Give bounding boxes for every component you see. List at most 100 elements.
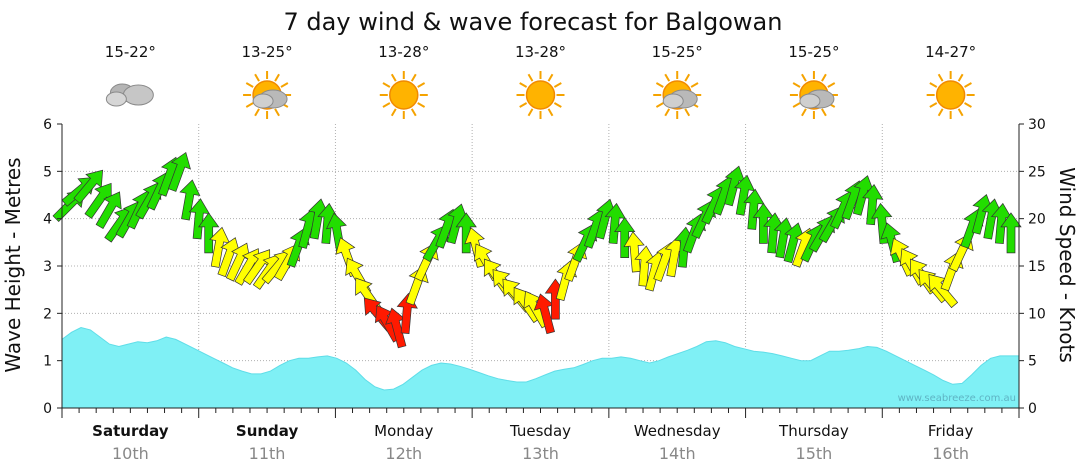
- sun-icon: [379, 71, 428, 119]
- wind-arrow-shape: [198, 212, 220, 254]
- wind-arrow-shape: [623, 231, 645, 273]
- sun-ray: [801, 108, 807, 117]
- date-label: 11th: [249, 444, 286, 463]
- cloud-part: [105, 91, 127, 107]
- sun-icon: [516, 71, 565, 119]
- sun-ray: [821, 73, 827, 82]
- wind-arrow-shape: [95, 191, 122, 229]
- cloudy-icon: [105, 83, 154, 107]
- y-tick-label-left: 6: [43, 117, 52, 133]
- sun-cloud-icon: [789, 71, 838, 119]
- day-label: Thursday: [778, 422, 849, 440]
- wind-arrow: [614, 216, 636, 258]
- y-tick-label-left: 0: [43, 401, 52, 417]
- wind-arrow: [455, 212, 477, 254]
- sun-ray: [417, 82, 426, 88]
- sun-ray: [245, 82, 254, 88]
- y-tick-label-left: 1: [43, 354, 52, 370]
- sun-ray: [937, 108, 944, 117]
- y-tick-label-right: 30: [1028, 117, 1046, 133]
- sun-ray: [964, 82, 972, 88]
- y-tick-label-left: 4: [43, 212, 52, 228]
- wind-arrow-shape: [862, 183, 884, 226]
- day-label: Friday: [928, 422, 974, 440]
- sun-ray: [410, 73, 417, 82]
- sun-ray: [410, 108, 417, 117]
- sun-ray: [553, 82, 562, 88]
- wind-arrow: [623, 231, 645, 273]
- cloud-part: [122, 84, 154, 106]
- sun-ray: [964, 102, 972, 108]
- sun-ray: [382, 82, 391, 88]
- temp-range: 15-25°: [788, 43, 839, 61]
- sun-ray: [254, 73, 260, 82]
- wind-arrow-shape: [614, 216, 636, 258]
- wind-arrow: [179, 179, 201, 221]
- sun-ray: [655, 82, 664, 88]
- y-tick-label-right: 15: [1028, 259, 1046, 275]
- wind-arrow: [862, 183, 884, 226]
- wind-arrow-shape: [455, 212, 477, 254]
- sun-ray: [655, 102, 664, 108]
- sun-ray: [274, 108, 280, 117]
- date-label: 10th: [112, 444, 149, 463]
- sun-ray: [801, 73, 807, 82]
- watermark: www.seabreeze.com.au: [898, 393, 1016, 404]
- sun-ray: [245, 102, 254, 108]
- y-tick-label-right: 25: [1028, 164, 1046, 180]
- sun-icon: [926, 71, 975, 119]
- wind-arrow-shape: [734, 174, 756, 216]
- date-label: 16th: [932, 444, 969, 463]
- wave-height-area: [61, 326, 1020, 409]
- temp-range: 13-25°: [242, 43, 293, 61]
- sun-ray: [957, 73, 964, 82]
- sun-ray: [274, 73, 280, 82]
- sun-disc: [389, 80, 419, 110]
- wind-arrow: [1000, 212, 1022, 254]
- cloud-part: [662, 93, 684, 109]
- sun-cloud-icon: [653, 71, 702, 119]
- sun-ray: [929, 82, 938, 88]
- date-label: 14th: [659, 444, 696, 463]
- day-label: Tuesday: [509, 422, 571, 440]
- wind-arrow: [73, 169, 104, 204]
- sun-ray: [280, 82, 289, 88]
- sun-ray: [827, 82, 836, 88]
- sun-ray: [390, 108, 397, 117]
- cloud-part: [252, 93, 274, 109]
- sun-ray: [684, 108, 691, 117]
- temp-range: 14-27°: [925, 43, 976, 61]
- sun-ray: [382, 102, 391, 108]
- sun-ray: [527, 73, 534, 82]
- y-tick-label-right: 5: [1028, 354, 1037, 370]
- day-label: Monday: [374, 422, 433, 440]
- sun-disc: [525, 80, 556, 110]
- sun-ray: [664, 73, 671, 82]
- wind-arrow-shape: [179, 179, 201, 221]
- y-tick-label-left: 5: [43, 164, 52, 180]
- date-label: 13th: [522, 444, 559, 463]
- wind-arrow: [95, 191, 122, 229]
- wind-arrow: [198, 212, 220, 254]
- sun-ray: [957, 108, 964, 117]
- y-tick-label-left: 2: [43, 306, 52, 322]
- sun-ray: [684, 73, 691, 82]
- y-tick-label-right: 0: [1028, 401, 1037, 417]
- temp-range: 15-25°: [652, 43, 703, 61]
- y-axis-right-label: Wind Speed - Knots: [1055, 167, 1079, 363]
- cloud-part: [799, 93, 821, 109]
- day-label: Sunday: [236, 422, 299, 440]
- wind-arrow-shape: [1000, 212, 1022, 254]
- date-label: 15th: [796, 444, 833, 463]
- sun-ray: [792, 102, 801, 108]
- y-tick-label-right: 10: [1028, 306, 1046, 322]
- wind-arrow: [734, 174, 756, 216]
- wind-arrow-shape: [167, 151, 191, 192]
- sun-ray: [937, 73, 944, 82]
- wind-arrow-shape: [73, 169, 104, 204]
- sun-ray: [547, 108, 554, 117]
- sun-cloud-icon: [243, 71, 292, 119]
- sun-ray: [547, 73, 554, 82]
- sun-disc: [935, 80, 966, 110]
